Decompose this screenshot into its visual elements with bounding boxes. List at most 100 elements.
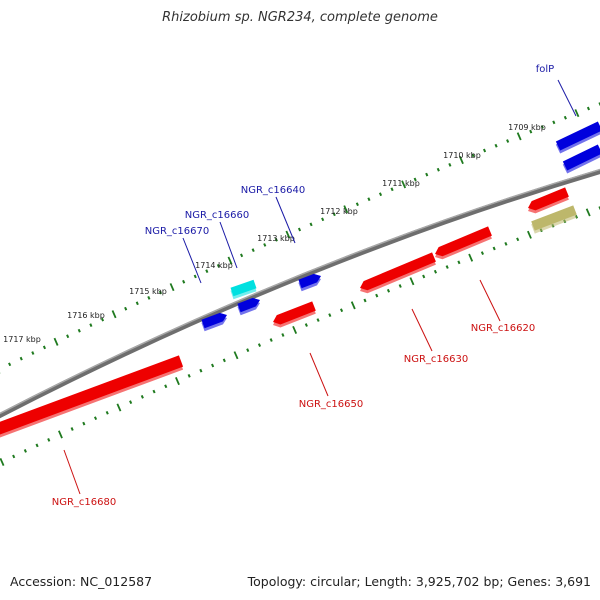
gene-NGR_c16680[interactable] <box>0 355 184 438</box>
major-tick <box>169 283 175 292</box>
gene-NGR_c16670[interactable] <box>201 312 227 332</box>
minor-tick <box>199 368 203 373</box>
gene-NGR_c16620[interactable] <box>435 226 492 260</box>
minor-tick <box>316 318 320 322</box>
minor-tick <box>269 338 273 342</box>
minor-tick <box>105 410 109 415</box>
minor-tick <box>42 345 47 350</box>
minor-tick <box>355 202 359 207</box>
gene-label[interactable]: NGR_c16640 <box>241 185 306 196</box>
major-tick <box>343 205 349 214</box>
minor-tick <box>471 153 475 158</box>
gene-NGR_c16660-b[interactable] <box>237 297 260 316</box>
major-tick <box>227 256 233 265</box>
minor-tick <box>158 290 163 295</box>
minor-tick <box>100 317 105 322</box>
minor-tick <box>274 237 278 242</box>
major-tick <box>409 277 415 286</box>
minor-tick <box>504 242 508 246</box>
gene-khaki[interactable] <box>531 205 577 234</box>
tick-label: 1709 kbp <box>508 123 546 132</box>
minor-tick <box>66 334 70 339</box>
outer-tick-ring <box>0 102 600 374</box>
major-tick <box>116 403 122 412</box>
callout-line <box>182 237 202 284</box>
minor-tick <box>321 217 325 222</box>
tick-label: 1717 kbp <box>3 335 41 344</box>
gene-folP[interactable] <box>555 121 600 154</box>
gene-label[interactable]: NGR_c16660 <box>185 210 250 221</box>
major-tick <box>292 325 298 335</box>
major-tick <box>516 132 522 141</box>
minor-tick <box>93 416 98 421</box>
minor-tick <box>8 362 12 367</box>
minor-tick <box>516 237 520 242</box>
minor-tick <box>164 384 168 389</box>
major-tick <box>58 430 63 439</box>
minor-tick <box>494 143 498 148</box>
minor-tick <box>398 284 402 288</box>
minor-tick <box>529 129 533 134</box>
major-tick <box>459 156 464 165</box>
minor-tick <box>124 306 128 311</box>
minor-tick <box>425 172 429 177</box>
tick-label: 1711 kbp <box>382 179 420 188</box>
gene-NGR_c16650[interactable] <box>273 301 316 328</box>
gene-label[interactable]: NGR_c16670 <box>145 226 210 237</box>
callout-line <box>219 221 238 269</box>
callout-line <box>557 79 577 117</box>
minor-tick <box>216 263 220 268</box>
gene-folP-lower[interactable] <box>562 144 600 174</box>
backbone-line <box>0 168 600 419</box>
gene-NGR_c16640[interactable] <box>298 273 321 292</box>
gene-NGR_c16630[interactable] <box>360 252 436 294</box>
minor-tick <box>445 265 449 269</box>
major-tick <box>285 230 291 239</box>
minor-tick <box>89 323 93 328</box>
callout-line <box>411 308 433 352</box>
minor-tick <box>480 251 484 255</box>
minor-tick <box>70 427 74 431</box>
minor-tick <box>332 212 336 217</box>
minor-tick <box>263 243 267 247</box>
gene-label[interactable]: NGR_c16630 <box>404 354 469 365</box>
minor-tick <box>129 400 133 405</box>
minor-tick <box>82 421 86 426</box>
tick-label: 1713 kbp <box>257 234 295 243</box>
minor-tick <box>211 363 215 368</box>
minor-tick <box>506 139 510 143</box>
major-tick <box>585 208 591 217</box>
minor-tick <box>23 449 27 453</box>
major-tick <box>175 377 180 386</box>
callout-line <box>309 352 329 397</box>
gene-label[interactable]: NGR_c16620 <box>471 323 536 334</box>
gene-red-right[interactable] <box>528 187 569 214</box>
minor-tick <box>19 356 23 361</box>
gene-label[interactable]: NGR_c16680 <box>52 497 117 508</box>
major-tick <box>401 180 407 189</box>
tick-label: 1716 kbp <box>67 311 105 320</box>
gene-NGR_c16660[interactable] <box>230 279 257 300</box>
minor-tick <box>375 293 379 298</box>
minor-tick <box>281 333 285 337</box>
minor-tick <box>12 454 16 459</box>
minor-tick <box>540 125 544 129</box>
minor-tick <box>222 358 226 363</box>
gene-label[interactable]: folP <box>536 64 554 75</box>
minor-tick <box>492 246 496 251</box>
gene-features <box>0 121 600 438</box>
minor-tick <box>309 222 313 227</box>
minor-tick <box>413 177 417 182</box>
inner-tick-ring <box>0 206 600 467</box>
minor-tick <box>205 269 209 273</box>
major-tick <box>527 230 532 239</box>
minor-tick <box>433 269 437 274</box>
minor-tick <box>47 438 51 442</box>
major-tick <box>111 310 117 319</box>
minor-tick <box>339 308 344 313</box>
gene-label[interactable]: NGR_c16650 <box>299 399 364 410</box>
major-tick <box>574 109 580 118</box>
minor-tick <box>31 351 35 355</box>
major-tick <box>53 337 59 346</box>
